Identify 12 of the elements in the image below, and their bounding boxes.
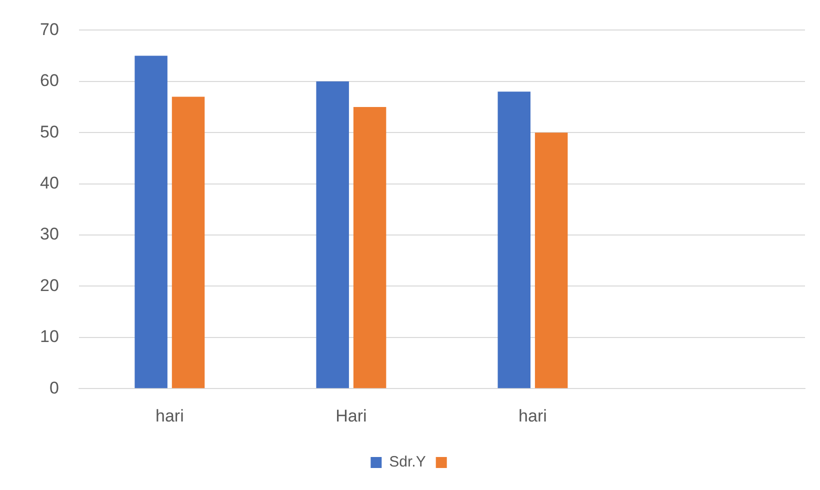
y-tick-label: 20 — [40, 276, 59, 295]
y-tick-label: 70 — [40, 20, 59, 39]
legend-label: Sdr.Y — [389, 454, 426, 471]
x-tick-label: Hari — [336, 406, 367, 426]
x-tick-label: hari — [155, 406, 184, 426]
y-tick-label: 50 — [40, 122, 59, 142]
y-tick-label: 60 — [40, 71, 59, 90]
y-tick-label: 30 — [40, 224, 59, 244]
y-tick-label: 0 — [49, 378, 59, 398]
y-tick-label: 40 — [40, 173, 59, 192]
x-tick-label: hari — [518, 406, 547, 426]
y-tick-label: 10 — [40, 327, 59, 346]
